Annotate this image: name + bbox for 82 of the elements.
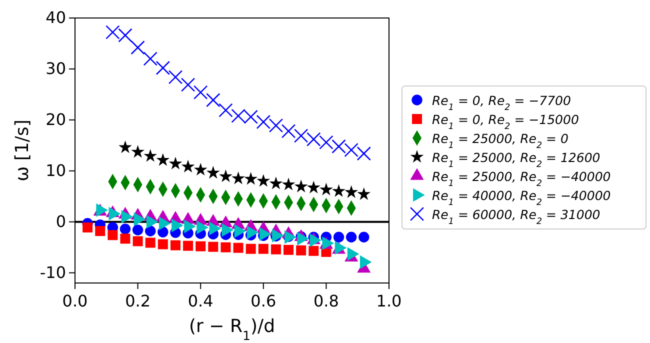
y-axis-title: ω [1/s]: [12, 120, 33, 182]
point: [244, 172, 258, 185]
point: [95, 226, 106, 236]
point: [168, 70, 183, 84]
y-tick-label: 10: [46, 161, 66, 180]
point: [357, 187, 371, 200]
x-tick-label: 0.2: [125, 291, 151, 310]
point: [294, 128, 308, 143]
point: [132, 236, 143, 246]
point: [180, 78, 196, 92]
point: [346, 232, 357, 242]
point: [356, 146, 371, 161]
point: [120, 234, 130, 244]
x-tick-label: 0.8: [313, 291, 339, 310]
point: [308, 246, 319, 256]
point: [232, 172, 245, 184]
point: [194, 85, 208, 100]
point: [118, 140, 132, 154]
legend-label: Re$_{1}$ = 40000, Re$_{2}$ = −40000: [432, 188, 611, 208]
point: [220, 242, 231, 252]
y-tick-label: -10: [40, 262, 66, 282]
point: [284, 244, 294, 255]
x-axis-title: (r − R$_{1}$)/d: [189, 316, 275, 342]
point: [256, 174, 270, 187]
point: [233, 242, 244, 253]
point: [131, 145, 144, 158]
y-tick-label: 40: [46, 8, 66, 28]
point: [296, 245, 306, 256]
point: [143, 52, 158, 66]
y-tick-label: 20: [46, 110, 66, 130]
legend-label: Re$_{1}$ = 60000, Re$_{2}$ = 31000: [432, 207, 600, 227]
point: [256, 114, 270, 130]
point: [344, 142, 358, 158]
point: [332, 184, 346, 197]
legend-label: Re$_{1}$ = 25000, Re$_{2}$ = 0: [432, 131, 568, 151]
point: [208, 242, 218, 252]
point: [219, 169, 232, 182]
x-tick-label: 0.6: [250, 291, 276, 310]
point: [181, 160, 195, 172]
point: [130, 40, 145, 55]
legend-label: Re$_{1}$ = 25000, Re$_{2}$ = −40000: [432, 169, 611, 189]
point: [281, 124, 296, 138]
point: [332, 139, 346, 154]
legend-label: Re$_{1}$ = 25000, Re$_{2}$ = 12600: [432, 150, 600, 170]
point: [196, 241, 206, 252]
point: [306, 180, 320, 194]
point: [218, 103, 233, 118]
point: [358, 232, 370, 242]
point: [132, 224, 144, 236]
point: [82, 222, 93, 232]
y-tick-label: 0: [56, 212, 66, 231]
x-tick-label: 0.4: [188, 291, 214, 310]
point: [158, 226, 168, 238]
point: [333, 232, 344, 242]
point: [183, 240, 194, 251]
point: [168, 156, 182, 170]
point: [246, 244, 256, 254]
legend-label: Re$_{1}$ = 0, Re$_{2}$ = −15000: [432, 112, 579, 132]
point: [145, 238, 156, 248]
point: [194, 162, 208, 176]
point: [258, 244, 268, 254]
point: [344, 185, 358, 198]
point: [268, 118, 284, 133]
point: [156, 153, 170, 166]
point: [145, 226, 156, 236]
legend-label: Re$_{1}$ = 0, Re$_{2}$ = −7700: [432, 93, 572, 113]
point: [120, 224, 131, 234]
point: [294, 180, 308, 192]
point: [270, 244, 281, 254]
point: [108, 230, 118, 240]
x-tick-label: 1.0: [376, 291, 402, 310]
point: [206, 92, 220, 108]
point: [170, 240, 180, 250]
point: [158, 239, 168, 250]
point: [320, 182, 333, 196]
y-tick-label: 30: [46, 59, 66, 78]
point: [156, 60, 170, 76]
point: [282, 178, 296, 190]
point: [206, 166, 220, 179]
point: [144, 149, 158, 162]
point: [269, 176, 283, 190]
x-tick-label: 0.0: [62, 291, 88, 310]
